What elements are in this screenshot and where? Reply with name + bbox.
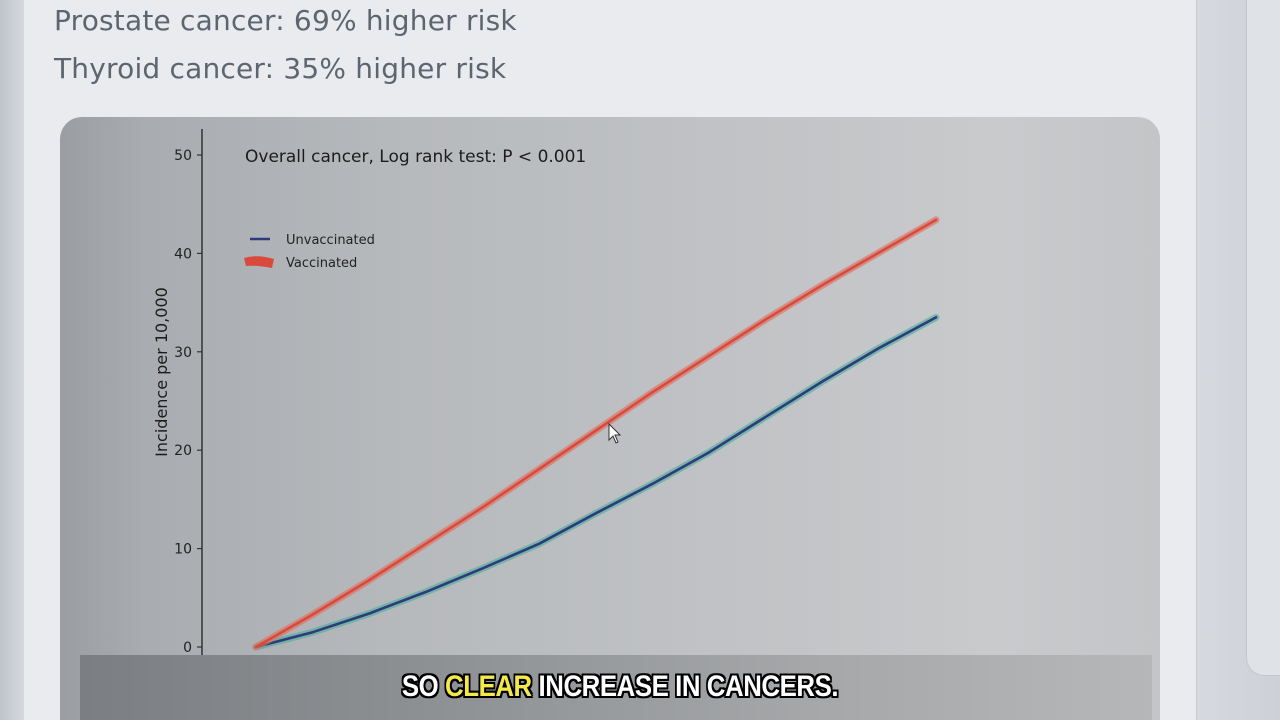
data-point <box>935 316 937 319</box>
data-point <box>481 506 484 509</box>
chart-title: Overall cancer, Log rank test: P < 0.001 <box>245 147 586 167</box>
y-ticks: 0 10 20 30 40 50 <box>174 148 202 656</box>
series-line-unvaccinated <box>254 316 938 649</box>
y-tick-label: 20 <box>174 443 192 459</box>
y-tick-label: 10 <box>174 542 192 558</box>
data-point <box>708 451 711 453</box>
post-text-line: Thyroid cancer: 35% higher risk <box>54 52 507 85</box>
data-point <box>651 391 654 393</box>
data-point <box>311 613 314 616</box>
y-tick-label: 0 <box>183 640 192 656</box>
chart-legend: Unvaccinated Vaccinated <box>244 233 375 271</box>
data-point <box>878 251 881 254</box>
data-point <box>538 542 541 545</box>
data-point <box>821 284 824 286</box>
right-sidebar-card <box>1246 0 1280 676</box>
video-caption-band <box>80 655 1152 720</box>
chart-series <box>252 216 940 651</box>
post-text-line: Prostate cancer: 69% higher risk <box>54 4 517 37</box>
legend-label: Unvaccinated <box>286 233 375 248</box>
data-point <box>311 631 314 634</box>
chart-axes <box>201 129 980 663</box>
left-gutter <box>0 0 24 720</box>
series-band-vaccinated <box>252 216 940 651</box>
data-point <box>255 646 257 648</box>
subtitle-after: INCREASE IN CANCERS. <box>531 670 839 703</box>
video-subtitle: SO CLEAR INCREASE IN CANCERS. <box>87 670 1153 704</box>
data-point <box>538 468 541 470</box>
data-point <box>765 415 767 418</box>
subtitle-highlight: CLEAR <box>445 670 532 703</box>
data-point <box>878 347 881 349</box>
data-point <box>708 354 711 357</box>
data-point <box>425 542 427 545</box>
data-point <box>935 219 937 221</box>
data-point <box>821 380 824 383</box>
data-point <box>481 567 484 570</box>
y-tick-label: 40 <box>174 246 192 262</box>
data-point <box>368 579 371 581</box>
data-point <box>651 482 654 485</box>
data-point <box>765 318 767 321</box>
legend-label: Vaccinated <box>286 256 357 271</box>
data-point <box>595 512 597 514</box>
subtitle-before: SO <box>401 670 446 703</box>
series-band-unvaccinated <box>252 313 940 651</box>
data-point <box>595 429 597 432</box>
legend-swatch <box>244 256 274 268</box>
y-tick-label: 30 <box>174 345 192 361</box>
y-tick-label: 50 <box>174 148 192 164</box>
y-axis-label: Incidence per 10,000 <box>152 287 171 457</box>
mouse-cursor-icon <box>608 422 622 444</box>
data-point <box>368 612 371 615</box>
data-point <box>425 591 427 593</box>
